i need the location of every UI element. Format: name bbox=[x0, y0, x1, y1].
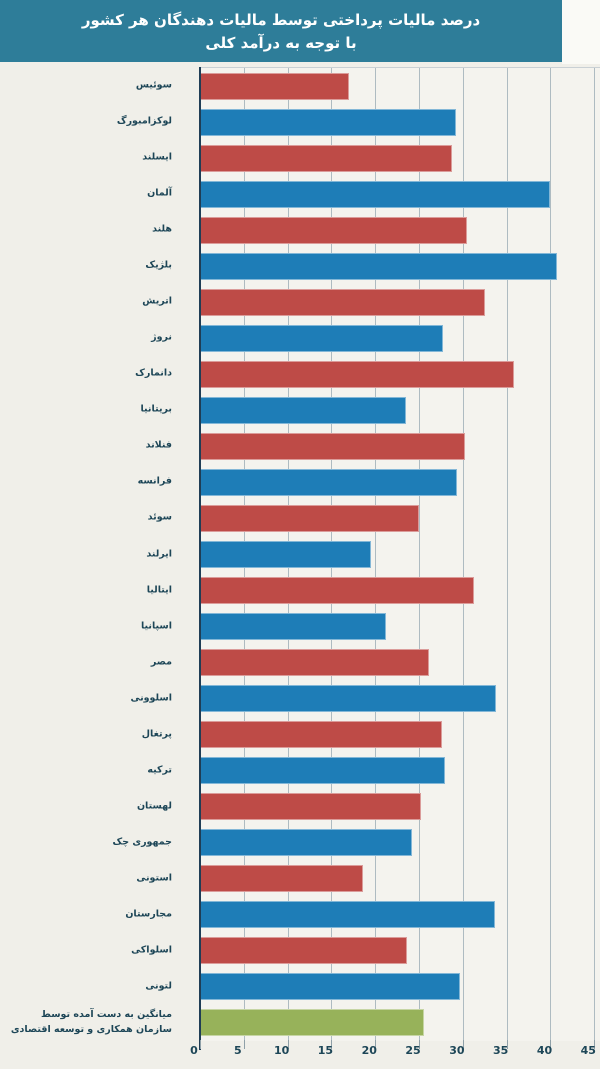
bar-14 bbox=[200, 577, 475, 605]
gridline-45 bbox=[594, 68, 596, 1041]
x-tick-mark-45 bbox=[594, 1040, 596, 1049]
bar-17 bbox=[200, 685, 497, 713]
bar-19 bbox=[200, 757, 446, 785]
chart-title-line1: درصد مالیات پرداختی توسط مالیات دهندگان … bbox=[81, 11, 481, 29]
x-tick-label-30: 30 bbox=[449, 1044, 465, 1057]
bar-13 bbox=[200, 541, 371, 568]
bar-4 bbox=[200, 216, 468, 244]
category-label-25: لتونی bbox=[145, 980, 172, 992]
bar-21 bbox=[200, 829, 413, 857]
x-tick-mark-25 bbox=[419, 1040, 421, 1049]
category-label-18: پرتغال bbox=[141, 728, 172, 740]
x-tick-label-20: 20 bbox=[361, 1044, 377, 1057]
bar-26 bbox=[200, 1009, 425, 1037]
title-right-strip bbox=[562, 0, 600, 64]
category-label-17: اسلوونی bbox=[130, 692, 172, 704]
bar-12 bbox=[200, 504, 420, 532]
category-label-16: مصر bbox=[150, 656, 172, 668]
x-tick-mark-0 bbox=[200, 1040, 201, 1049]
bar-11 bbox=[200, 468, 457, 496]
x-tick-mark-20 bbox=[375, 1040, 377, 1049]
bar-0 bbox=[200, 72, 349, 100]
category-label-15: اسپانیا bbox=[140, 620, 172, 632]
category-label-5: بلژیک bbox=[145, 259, 172, 271]
x-tick-mark-30 bbox=[462, 1040, 464, 1049]
chart-title-line2: با توجه به درآمد کلی bbox=[205, 34, 357, 52]
x-tick-mark-5 bbox=[243, 1040, 245, 1049]
x-tick-label-5: 5 bbox=[233, 1044, 242, 1057]
category-label-22: استونی bbox=[136, 872, 172, 884]
gridline-35 bbox=[506, 68, 508, 1041]
bar-8 bbox=[200, 360, 514, 388]
gridline-20 bbox=[375, 68, 377, 1041]
category-label-26: میانگین به دست آمده توسط سازمان همکاری و… bbox=[10, 1008, 172, 1035]
category-label-12: سوئد bbox=[147, 511, 172, 523]
plot-area bbox=[200, 67, 600, 1041]
bar-7 bbox=[200, 324, 443, 352]
x-tick-label-35: 35 bbox=[493, 1044, 509, 1057]
x-tick-label-25: 25 bbox=[405, 1044, 421, 1057]
x-tick-label-0: 0 bbox=[190, 1044, 198, 1057]
bar-6 bbox=[200, 288, 485, 316]
bar-20 bbox=[200, 793, 421, 821]
category-label-11: فرانسه bbox=[137, 475, 172, 487]
x-tick-label-10: 10 bbox=[273, 1044, 290, 1057]
x-tick-mark-35 bbox=[506, 1040, 508, 1049]
bar-23 bbox=[200, 901, 496, 929]
bar-15 bbox=[200, 613, 386, 641]
x-tick-mark-10 bbox=[287, 1040, 289, 1049]
gridline-40 bbox=[550, 68, 552, 1041]
y-axis-line bbox=[199, 67, 201, 1050]
bar-3 bbox=[200, 180, 551, 208]
category-label-21: جمهوری چک bbox=[112, 836, 172, 848]
category-label-6: اتریش bbox=[142, 295, 172, 307]
category-label-19: ترکیه bbox=[147, 764, 172, 776]
bar-18 bbox=[200, 721, 442, 749]
bar-25 bbox=[200, 973, 461, 1001]
x-tick-label-45: 45 bbox=[580, 1044, 596, 1057]
category-label-24: اسلواکی bbox=[131, 944, 172, 956]
bar-16 bbox=[200, 649, 429, 677]
category-label-0: سوئیس bbox=[135, 79, 172, 91]
category-label-4: هلند bbox=[152, 223, 172, 235]
bar-1 bbox=[200, 108, 456, 136]
gridline-30 bbox=[462, 68, 464, 1041]
x-tick-label-15: 15 bbox=[317, 1044, 334, 1057]
bar-10 bbox=[200, 432, 466, 460]
bar-2 bbox=[200, 144, 453, 172]
category-label-2: ایسلند bbox=[142, 151, 172, 163]
x-tick-mark-15 bbox=[331, 1040, 333, 1049]
category-label-3: آلمان bbox=[147, 187, 172, 199]
chart-title: درصد مالیات پرداختی توسط مالیات دهندگان … bbox=[0, 0, 562, 62]
category-label-14: ایتالیا bbox=[146, 584, 172, 596]
category-label-20: لهستان bbox=[136, 800, 172, 812]
bar-22 bbox=[200, 865, 363, 893]
category-label-7: نروژ bbox=[151, 331, 172, 343]
category-label-9: بریتانیا bbox=[140, 403, 172, 415]
bar-9 bbox=[200, 396, 406, 424]
category-label-1: لوکزامبورگ bbox=[116, 115, 172, 127]
bar-5 bbox=[200, 252, 557, 280]
gridline-25 bbox=[419, 68, 421, 1041]
x-tick-mark-40 bbox=[550, 1040, 552, 1049]
x-tick-label-40: 40 bbox=[536, 1044, 553, 1057]
bar-24 bbox=[200, 937, 407, 965]
category-label-13: ایرلند bbox=[146, 548, 172, 559]
category-label-23: مجارستان bbox=[125, 908, 172, 920]
category-label-8: دانمارک bbox=[135, 367, 172, 379]
category-label-10: فنلاند bbox=[145, 439, 172, 451]
